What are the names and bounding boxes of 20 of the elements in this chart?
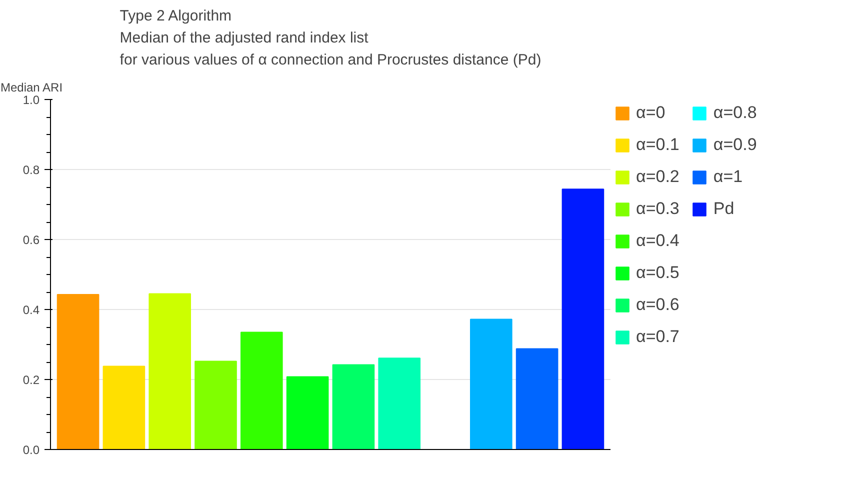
legend-label: α=0.3 [636,199,680,219]
y-tick-label: 0.8 [22,163,40,177]
y-tick-label: 1.0 [22,93,40,107]
legend-label: α=0.6 [636,295,680,315]
y-tick-label: 0.6 [22,233,40,247]
legend-label: α=0.7 [636,327,680,347]
y-axis-title: Median ARI [0,80,63,94]
legend-label: Pd [713,199,734,219]
legend-label: α=0.4 [636,231,680,251]
legend-label: α=0.9 [713,135,757,155]
y-tick-label: 0.4 [22,303,40,317]
legend-label: α=0.1 [636,135,680,155]
legend-label: α=0.5 [636,263,680,283]
y-tick-label: 0.2 [22,373,40,387]
legend-label: α=0 [636,103,666,123]
y-tick-label: 0.0 [22,443,40,457]
legend-label: α=0.2 [636,167,680,187]
legend-label: α=0.8 [713,103,757,123]
legend-label: α=1 [713,167,743,187]
chart-title: Type 2 Algorithm Median of the adjusted rand index list for various values of α connection and Procrustes distance (Pd) [120,7,542,68]
